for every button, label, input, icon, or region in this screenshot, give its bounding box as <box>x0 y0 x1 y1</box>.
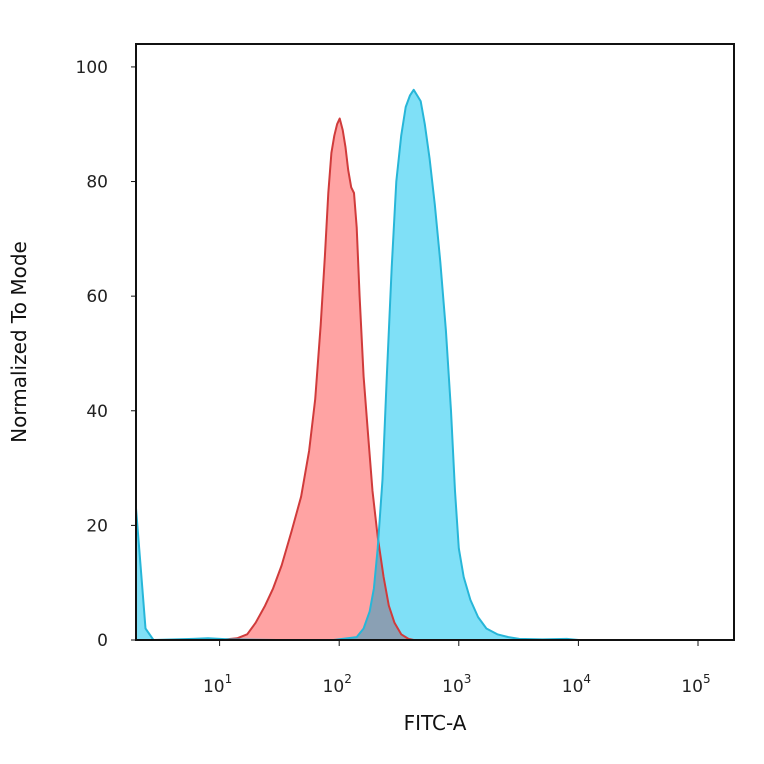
series-overlap <box>339 541 423 640</box>
y-tick-label: 20 <box>86 516 108 536</box>
y-tick-label: 80 <box>86 173 108 193</box>
series-2-line <box>136 88 734 640</box>
series-1-line <box>136 117 734 640</box>
series-2-fill <box>136 89 734 640</box>
y-axis-title: Normalized To Mode <box>7 241 31 443</box>
y-axis-ticks: 0 20 40 60 80 100 <box>76 58 136 651</box>
x-axis-ticks: 101 102 103 104 105 <box>203 640 711 697</box>
y-tick-label: 40 <box>86 402 108 422</box>
x-tick-label: 104 <box>562 672 591 697</box>
histogram-areas <box>136 88 734 640</box>
x-tick-label: 103 <box>442 672 471 697</box>
x-axis-title: FITC-A <box>404 711 467 735</box>
y-tick-label: 60 <box>86 287 108 307</box>
x-tick-label: 105 <box>681 672 710 697</box>
y-tick-label: 100 <box>76 58 108 78</box>
x-tick-label: 101 <box>203 672 232 697</box>
plot-frame <box>135 43 735 641</box>
y-tick-label: 0 <box>97 631 108 651</box>
x-tick-label: 102 <box>323 672 352 697</box>
